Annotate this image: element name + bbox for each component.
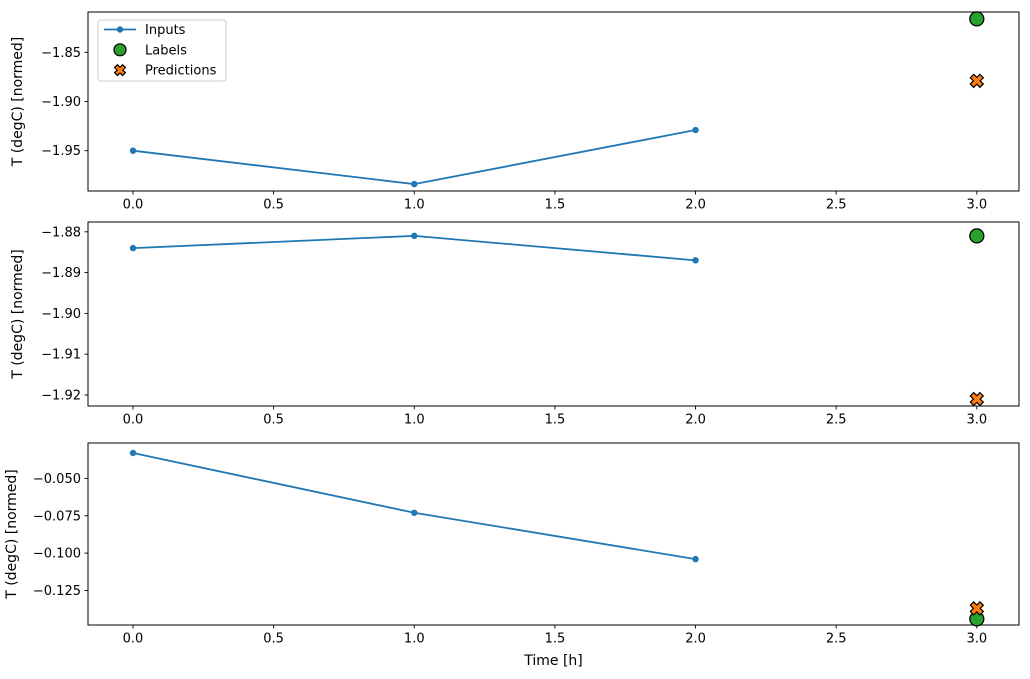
- x-tick-label: 1.5: [545, 632, 566, 647]
- x-tick-label: 1.0: [404, 413, 425, 428]
- x-tick-label: 2.0: [685, 632, 706, 647]
- inputs-point: [129, 147, 137, 154]
- x-tick-label: 2.0: [685, 198, 706, 213]
- y-tick-label: −1.91: [41, 348, 81, 363]
- x-tick-label: 1.0: [404, 198, 425, 213]
- y-tick-label: −0.075: [33, 509, 81, 524]
- legend-label: Predictions: [145, 64, 217, 79]
- x-tick-label: 3.0: [966, 632, 987, 647]
- legend-x-sample: [113, 63, 127, 77]
- axes-frame: [87, 221, 1020, 407]
- axes-frame: [87, 11, 1020, 192]
- labels-marker: [969, 11, 985, 27]
- y-tick-label: −1.90: [41, 307, 81, 322]
- x-tick-label: 2.5: [826, 198, 847, 213]
- inputs-point: [129, 244, 137, 252]
- predictions-marker: [969, 73, 985, 89]
- x-tick-label: 1.0: [404, 632, 425, 647]
- y-tick-label: −1.95: [41, 144, 81, 159]
- x-tick-label: 1.5: [545, 413, 566, 428]
- y-tick-label: −0.125: [33, 584, 81, 599]
- y-axis-label: T (degC) [normed]: [4, 469, 20, 600]
- axes-frame: [87, 442, 1020, 626]
- legend-circle-sample: [113, 43, 127, 57]
- predictions-marker: [969, 391, 985, 407]
- inputs-point: [692, 257, 699, 264]
- inputs-point: [692, 555, 699, 563]
- inputs-point: [692, 126, 699, 134]
- x-tick-label: 3.0: [966, 198, 987, 213]
- inputs-point: [411, 232, 418, 240]
- subplot-3: 0.0 0.5 1.0 1.5 2.0 2.5 3.0 −0.050 −0.075 −0.100 −…: [4, 442, 1020, 669]
- y-tick-label: −1.92: [41, 388, 81, 403]
- predictions-marker: [969, 601, 985, 616]
- y-axis-label: T (degC) [normed]: [10, 37, 26, 168]
- x-tick-label: 0.0: [123, 413, 144, 428]
- legend-label: Labels: [145, 43, 187, 58]
- legend-box: [97, 19, 227, 82]
- labels-marker: [969, 228, 985, 244]
- x-tick-label: 0.0: [123, 198, 144, 213]
- x-tick-label: 0.0: [123, 632, 144, 647]
- x-tick-label: 2.5: [826, 632, 847, 647]
- x-tick-label: 0.5: [263, 632, 284, 647]
- y-tick-label: −0.100: [33, 547, 81, 562]
- subplot-2: 0.0 0.5 1.0 1.5 2.0 2.5 3.0 −1.88 −1.89 −1.90 −1.9…: [10, 221, 1020, 428]
- x-axis-label: Time [h]: [523, 653, 583, 669]
- y-axis-label: T (degC) [normed]: [10, 249, 26, 380]
- inputs-point: [411, 509, 418, 516]
- y-tick-label: −1.89: [41, 266, 81, 281]
- inputs-point: [129, 449, 137, 457]
- legend: Inputs Labels Predictions: [97, 19, 227, 82]
- y-tick-label: −1.90: [41, 95, 81, 110]
- x-tick-label: 3.0: [966, 413, 987, 428]
- y-tick-label: −0.050: [33, 472, 81, 487]
- x-tick-label: 0.5: [263, 413, 284, 428]
- legend-label: Inputs: [145, 23, 186, 38]
- inputs-point: [411, 180, 418, 188]
- y-tick-label: −1.88: [41, 225, 81, 240]
- legend-dot-sample: [116, 26, 124, 33]
- x-tick-label: 0.5: [263, 198, 284, 213]
- x-tick-label: 1.5: [545, 198, 566, 213]
- x-tick-label: 2.0: [685, 413, 706, 428]
- y-tick-label: −1.85: [41, 46, 81, 61]
- x-tick-label: 2.5: [826, 413, 847, 428]
- subplot-1: 0.0 0.5 1.0 1.5 2.0 2.5 3.0 −1.85 −1.90 −1.95 T (d…: [10, 11, 1020, 213]
